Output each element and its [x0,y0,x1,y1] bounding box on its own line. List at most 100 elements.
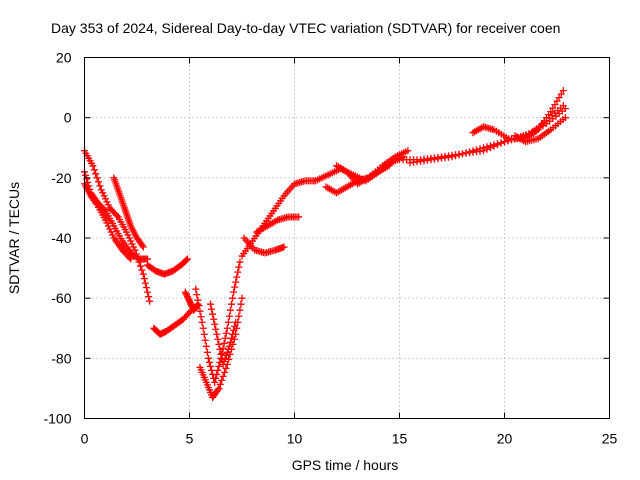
x-tick-label: 25 [602,431,618,447]
data-point [228,300,235,308]
data-point [404,147,412,155]
data-point [208,305,216,313]
data-point [219,344,227,352]
data-point [109,231,116,239]
y-tick-label: -40 [51,230,71,246]
data-point [207,362,214,370]
data-point [97,186,105,194]
data-point [104,201,112,209]
series-track-t [511,114,569,146]
data-point [202,342,210,350]
data-point [238,294,246,302]
data-point [199,324,207,332]
data-point [100,192,108,200]
data-point [84,178,92,186]
data-point [229,330,237,338]
data-point [226,338,234,346]
data-point [459,150,466,158]
data-point [130,243,137,251]
data-point [214,335,222,343]
data-point [142,284,150,292]
data-point [186,297,193,305]
data-point [232,278,240,286]
data-point [89,162,97,170]
data-point [212,325,220,333]
data-point [207,300,214,308]
data-point [236,258,244,266]
data-point [220,339,228,347]
data-point [213,330,221,338]
x-tick-label: 20 [497,431,513,447]
data-point [140,275,148,283]
data-point [183,293,191,301]
data-point [217,350,225,358]
data-point [211,378,219,386]
data-point [233,273,241,281]
data-point [216,345,224,353]
data-point [222,329,230,337]
data-point [219,372,227,380]
data-point [231,283,239,291]
y-tick-label: -80 [51,350,71,366]
data-point [547,108,555,116]
data-point [230,326,238,334]
data-point [127,237,135,245]
data-point [96,182,104,190]
data-point [280,243,288,251]
data-point [138,242,146,250]
series-track-f [150,306,196,338]
y-tick-label: -20 [51,170,71,186]
chart-title: Day 353 of 2024, Sidereal Day-to-day VTE… [51,20,560,36]
data-point [90,166,98,174]
data-point [209,310,217,318]
y-tick-label: -100 [43,411,71,427]
data-point [127,255,135,263]
data-point [92,199,100,207]
data-point [483,143,491,151]
x-tick-label: 0 [81,431,89,447]
data-point [102,195,109,203]
data-point [215,340,223,348]
data-point [222,351,230,359]
data-point [200,330,208,338]
data-point [102,216,109,224]
data-point [210,315,218,323]
series-track-c [110,174,147,251]
data-point [99,189,107,197]
series-track-l [240,234,288,257]
data-point [237,300,245,308]
data-point [557,90,565,98]
data-point [103,198,111,206]
x-tick-label: 5 [186,431,194,447]
data-point [144,255,151,263]
data-point [204,354,212,362]
data-point [181,288,189,296]
data-point [480,144,487,152]
x-tick-label: 10 [287,431,303,447]
data-point [455,151,463,159]
data-point [232,318,240,326]
data-point [124,231,132,239]
data-point [103,219,111,227]
data-point [211,320,219,328]
data-point [106,225,114,233]
data-point [228,334,235,342]
data-point [235,263,243,271]
data-point [141,279,149,287]
data-point [225,342,233,350]
data-point [214,366,222,374]
data-point [231,322,239,330]
data-point [123,228,130,236]
data-point [139,270,147,278]
series-track-p [333,147,412,188]
data-point [93,174,101,182]
data-point [221,368,228,376]
data-point [214,386,222,394]
data-point [218,376,226,384]
data-point [125,254,133,262]
data-point [212,374,220,382]
data-point [234,268,242,276]
data-point [476,145,484,153]
